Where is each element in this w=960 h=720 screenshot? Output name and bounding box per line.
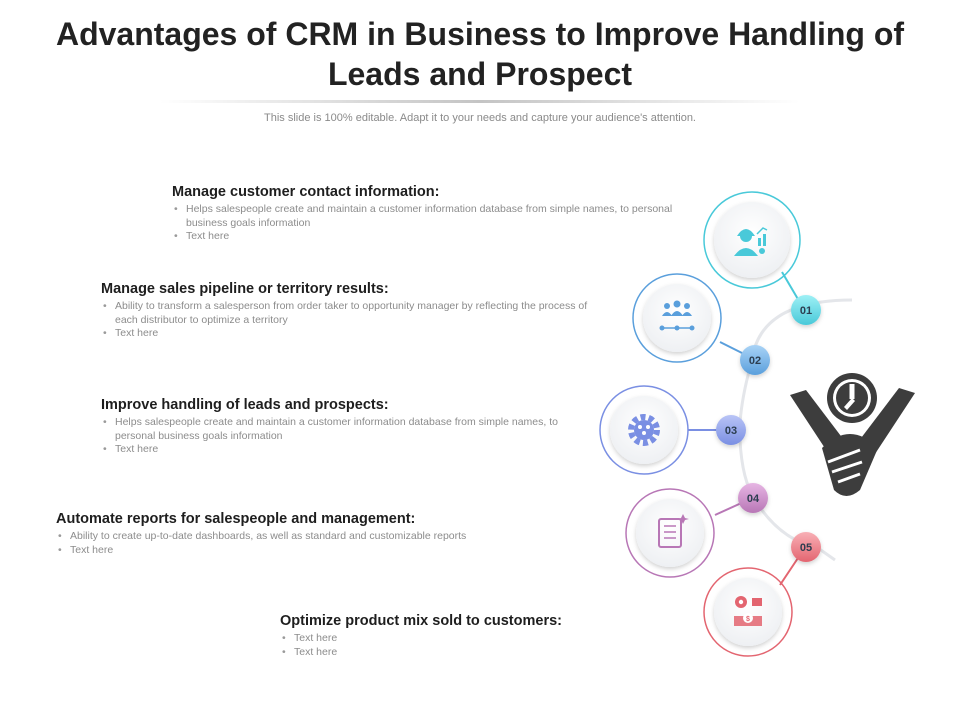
item-2-bullet-2: Text here <box>101 327 606 341</box>
badge-04: 04 <box>738 483 768 513</box>
connector-5 <box>779 554 801 586</box>
salesperson-growth-icon <box>734 227 768 256</box>
item-4-heading: Automate reports for salespeople and man… <box>56 511 416 527</box>
badge-01-label: 01 <box>800 305 812 317</box>
item-3-bullets: Helps salespeople create and maintain a … <box>101 416 581 457</box>
slide-subtitle: This slide is 100% editable. Adapt it to… <box>264 112 696 124</box>
step-2-circle <box>632 273 722 363</box>
team-network-icon <box>659 300 695 331</box>
checklist-report-icon <box>658 514 689 548</box>
item-2-text: Manage sales pipeline or territory resul… <box>101 280 606 341</box>
product-mix-icon: $ <box>734 596 762 626</box>
svg-text:$: $ <box>746 616 750 623</box>
item-5-heading: Optimize product mix sold to customers: <box>280 613 562 629</box>
badge-05-label: 05 <box>800 542 812 554</box>
gear-people-icon <box>628 414 660 446</box>
item-3-text: Improve handling of leads and prospects:… <box>101 396 581 457</box>
item-2-heading: Manage sales pipeline or territory resul… <box>101 281 389 297</box>
item-4-bullet-1: Ability to create up-to-date dashboards,… <box>56 530 576 544</box>
item-2-bullets: Ability to transform a salesperson from … <box>101 300 606 341</box>
badge-01: 01 <box>791 295 821 325</box>
item-3-heading: Improve handling of leads and prospects: <box>101 397 389 413</box>
item-5-bullets: Text here Text here <box>280 632 620 659</box>
item-4-text: Automate reports for salespeople and man… <box>56 510 576 557</box>
item-1-bullets: Helps salespeople create and maintain a … <box>172 203 692 244</box>
badge-05: 05 <box>791 532 821 562</box>
step-1-circle <box>703 191 801 289</box>
badge-02: 02 <box>740 345 770 375</box>
item-3-bullet-2: Text here <box>101 443 581 457</box>
slide-title: Advantages of CRM in Business to Improve… <box>55 16 905 92</box>
badge-03-label: 03 <box>725 425 737 437</box>
item-1-bullet-1: Helps salespeople create and maintain a … <box>172 203 692 230</box>
badge-04-label: 04 <box>747 493 760 505</box>
item-4-bullets: Ability to create up-to-date dashboards,… <box>56 530 576 557</box>
handshake-clock-icon <box>790 373 915 496</box>
item-1-text: Manage customer contact information: Hel… <box>172 183 692 244</box>
title-divider <box>160 100 800 103</box>
item-5-text: Optimize product mix sold to customers: … <box>280 612 620 659</box>
item-3-bullet-1: Helps salespeople create and maintain a … <box>101 416 581 443</box>
step-4-circle <box>625 488 715 578</box>
item-5-bullet-1: Text here <box>280 632 620 646</box>
step-3-circle <box>599 385 689 475</box>
item-1-bullet-2: Text here <box>172 230 692 244</box>
badge-03: 03 <box>716 415 746 445</box>
step-5-circle: $ <box>703 567 793 657</box>
item-1-heading: Manage customer contact information: <box>172 184 440 200</box>
badge-02-label: 02 <box>749 355 761 367</box>
item-4-bullet-2: Text here <box>56 544 576 558</box>
item-2-bullet-1: Ability to transform a salesperson from … <box>101 300 606 327</box>
item-5-bullet-2: Text here <box>280 646 620 660</box>
